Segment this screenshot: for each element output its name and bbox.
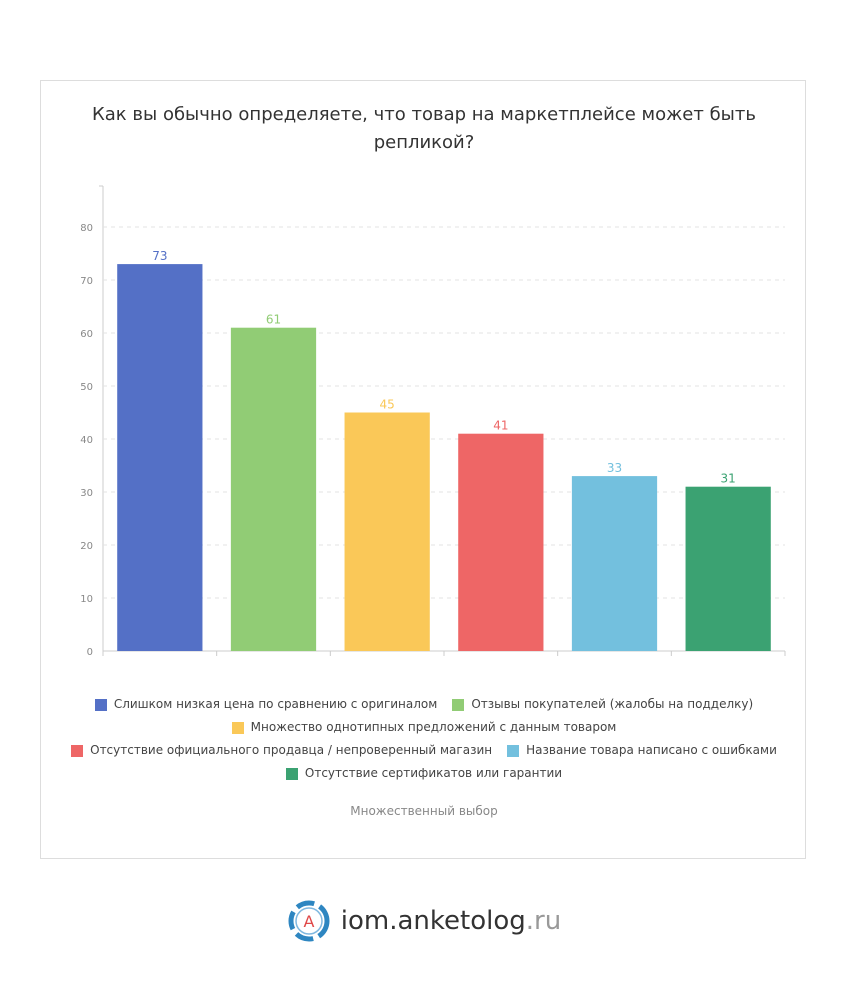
y-tick-label: 70 bbox=[80, 276, 93, 287]
anketolog-logo-icon: A bbox=[288, 900, 330, 942]
bar-value-label: 45 bbox=[380, 398, 395, 412]
legend-label: Отзывы покупателей (жалобы на подделку) bbox=[471, 697, 754, 711]
bar bbox=[458, 433, 544, 651]
legend-row: Отсутствие официального продавца / непро… bbox=[71, 739, 777, 762]
legend-item[interactable]: Отсутствие официального продавца / непро… bbox=[71, 739, 492, 762]
legend-label: Отсутствие сертификатов или гарантии bbox=[304, 766, 563, 780]
legend-item[interactable]: Название товара написано с ошибками bbox=[507, 739, 777, 762]
y-tick-label: 50 bbox=[80, 382, 93, 393]
legend-item[interactable]: Множество однотипных предложений с данны… bbox=[231, 716, 617, 739]
legend-row: Отсутствие сертификатов или гарантии bbox=[81, 762, 767, 785]
legend-swatch bbox=[507, 744, 520, 757]
svg-text:A: A bbox=[303, 912, 314, 931]
bar-chart: 0 10 20 30 40 50 60 70 80 73 61 45 41 33 31 bbox=[80, 185, 786, 658]
chart-card: 0 10 20 30 40 50 60 70 80 73 61 45 41 33 31 Как вы обы… bbox=[40, 80, 806, 859]
y-tick-label: 20 bbox=[80, 541, 93, 552]
y-tick-label: 10 bbox=[80, 594, 93, 605]
y-tick-label: 30 bbox=[80, 488, 93, 499]
y-tick-label: 80 bbox=[80, 223, 93, 234]
legend-swatch bbox=[452, 698, 465, 711]
brand-name: iom.anketolog.ru bbox=[340, 906, 562, 936]
y-tick-label: 0 bbox=[87, 647, 93, 658]
legend-swatch bbox=[231, 721, 244, 734]
legend-swatch bbox=[94, 698, 107, 711]
bar-value-label: 61 bbox=[266, 313, 281, 327]
bar-value-label: 73 bbox=[152, 249, 167, 263]
bar bbox=[230, 327, 317, 651]
legend-item[interactable]: Отсутствие сертификатов или гарантии bbox=[285, 762, 563, 785]
legend-item[interactable]: Отзывы покупателей (жалобы на подделку) bbox=[452, 693, 753, 716]
legend-row: Слишком низкая цена по сравнению с ориги… bbox=[81, 693, 767, 716]
bar bbox=[685, 486, 771, 651]
legend-row: Множество однотипных предложений с данны… bbox=[81, 716, 767, 739]
legend-label: Название товара написано с ошибками bbox=[526, 743, 777, 757]
bar-value-label: 41 bbox=[493, 419, 508, 433]
chart-legend: Слишком низкая цена по сравнению с ориги… bbox=[71, 693, 777, 785]
footnote: Множественный выбор bbox=[350, 804, 498, 818]
legend-item[interactable]: Слишком низкая цена по сравнению с ориги… bbox=[94, 693, 438, 716]
y-tick-label: 40 bbox=[80, 435, 93, 446]
bar bbox=[117, 264, 203, 651]
brand-footer[interactable]: A iom.anketolog.ru bbox=[0, 900, 848, 942]
bar bbox=[571, 476, 658, 651]
legend-label: Отсутствие официального продавца / непро… bbox=[90, 743, 493, 757]
bar-value-label: 31 bbox=[721, 472, 736, 486]
chart-title: Как вы обычно определяете, что товар на … bbox=[92, 104, 756, 153]
y-tick-label: 60 bbox=[80, 329, 93, 340]
bar bbox=[344, 412, 430, 651]
legend-swatch bbox=[285, 767, 298, 780]
legend-label: Слишком низкая цена по сравнению с ориги… bbox=[113, 697, 438, 711]
bar-value-label: 33 bbox=[607, 461, 622, 475]
legend-label: Множество однотипных предложений с данны… bbox=[250, 720, 617, 734]
legend-swatch bbox=[71, 744, 84, 757]
